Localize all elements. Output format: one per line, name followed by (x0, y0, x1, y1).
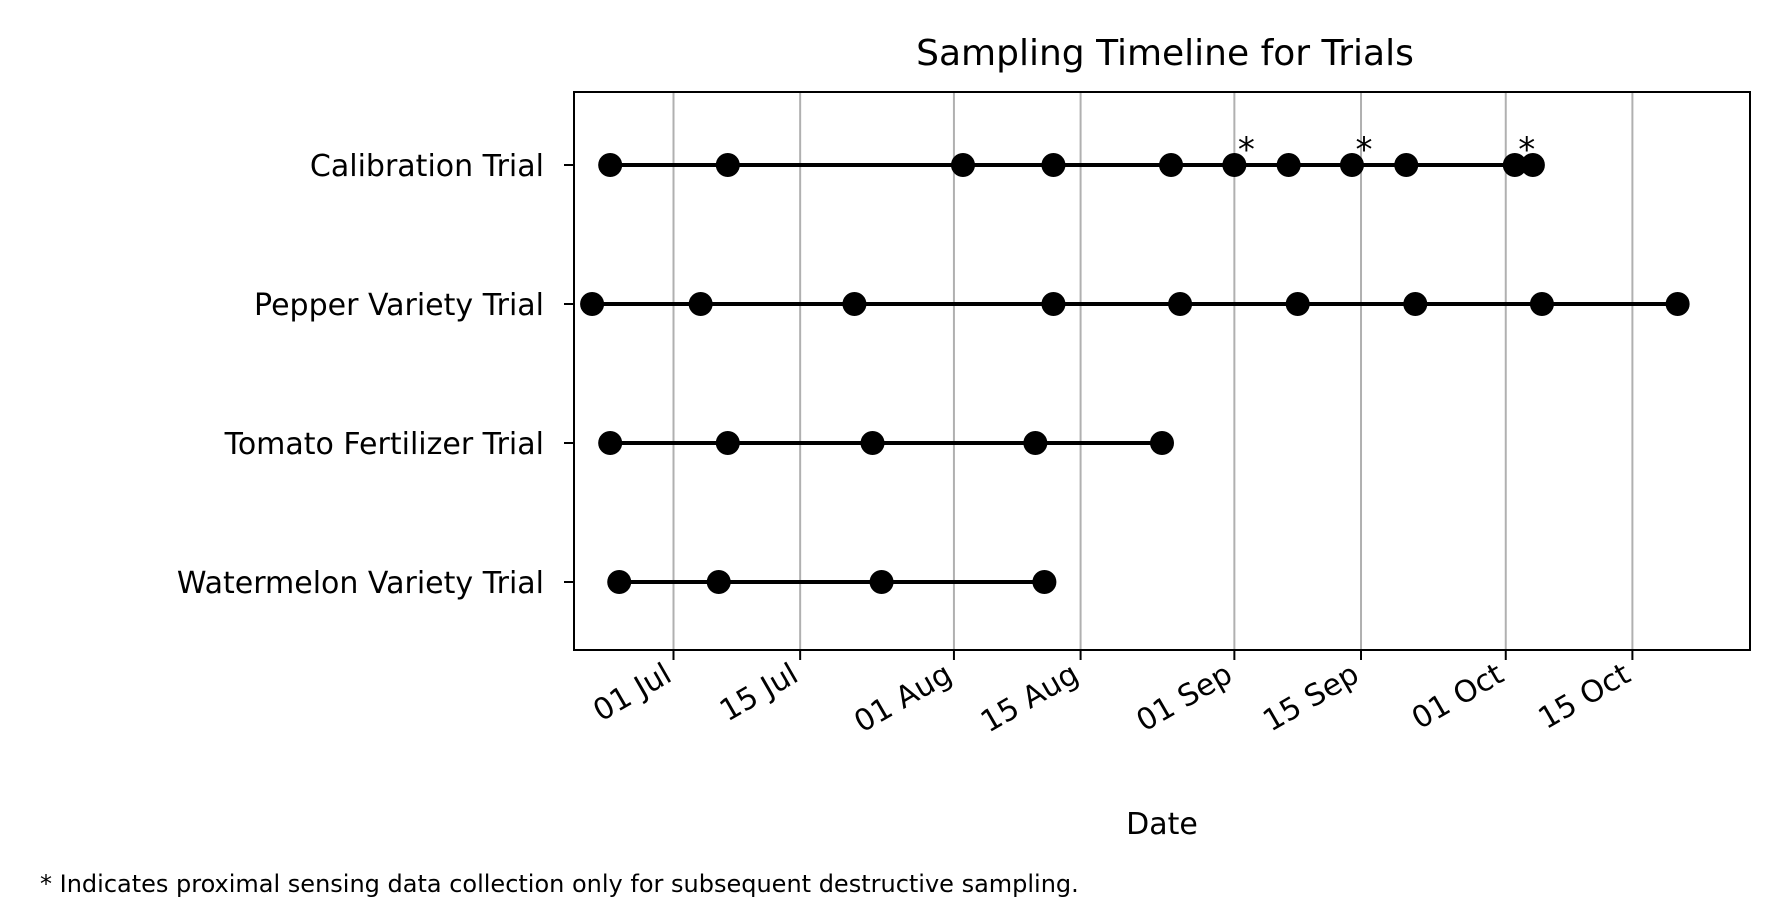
x-axis: 01 Jul 15 Jul 01 Aug 15 Aug 01 Sep 15 Sep 01 O… (587, 650, 1637, 740)
data-point (1529, 292, 1554, 316)
series-row (607, 570, 1057, 594)
data-point (1041, 292, 1066, 316)
data-point (1168, 292, 1193, 316)
data-point (1403, 292, 1428, 316)
data-point (715, 153, 740, 177)
data-point (1023, 431, 1048, 455)
gridlines (672, 92, 1634, 650)
y-tick-label: Calibration Trial (310, 149, 544, 184)
data-point (1032, 570, 1057, 594)
x-tick-label: 01 Sep (1131, 657, 1239, 739)
y-axis: Calibration Trial Pepper Variety Trial Tom… (177, 149, 574, 601)
x-tick-label: 15 Aug (975, 657, 1085, 740)
data-point (869, 570, 894, 594)
data-point (598, 153, 623, 177)
series-row (598, 431, 1174, 455)
x-tick-label: 01 Oct (1406, 657, 1510, 737)
data-point (607, 570, 632, 594)
x-tick-label: 15 Oct (1533, 657, 1637, 737)
data-point (1159, 153, 1184, 177)
plot-frame (573, 91, 1751, 651)
y-tick-label: Watermelon Variety Trial (177, 566, 544, 601)
y-tick-label: Tomato Fertilizer Trial (224, 427, 544, 462)
data-point (1394, 153, 1419, 177)
data-point (860, 431, 885, 455)
series-group: * * * (580, 130, 1690, 594)
data-point (950, 153, 975, 177)
data-point (580, 292, 605, 316)
series-row: * * * (598, 130, 1545, 177)
data-point (1041, 153, 1066, 177)
footnote: * Indicates proximal sensing data collec… (40, 870, 1079, 898)
data-point (1150, 431, 1174, 455)
star-annotation: * (1355, 130, 1372, 170)
data-point (1276, 153, 1301, 177)
data-point (1665, 292, 1690, 316)
y-tick-label: Pepper Variety Trial (254, 288, 544, 323)
series-row (580, 292, 1690, 316)
data-point (842, 292, 867, 316)
x-tick-label: 15 Sep (1257, 657, 1365, 739)
data-point (706, 570, 731, 594)
data-point (1502, 153, 1527, 177)
chart-title: Sampling Timeline for Trials (916, 33, 1414, 74)
x-tick-label: 01 Aug (848, 657, 958, 740)
data-point (715, 431, 740, 455)
x-tick-label: 15 Jul (714, 657, 804, 729)
star-annotation: * (1238, 130, 1255, 170)
data-point (1520, 153, 1545, 177)
star-annotation: * (1518, 130, 1535, 170)
data-point (688, 292, 713, 316)
x-axis-label: Date (1126, 807, 1198, 842)
data-point (598, 431, 623, 455)
x-tick-label: 01 Jul (587, 657, 677, 729)
data-point (1285, 292, 1310, 316)
data-point (1222, 153, 1247, 177)
data-point (1339, 153, 1364, 177)
